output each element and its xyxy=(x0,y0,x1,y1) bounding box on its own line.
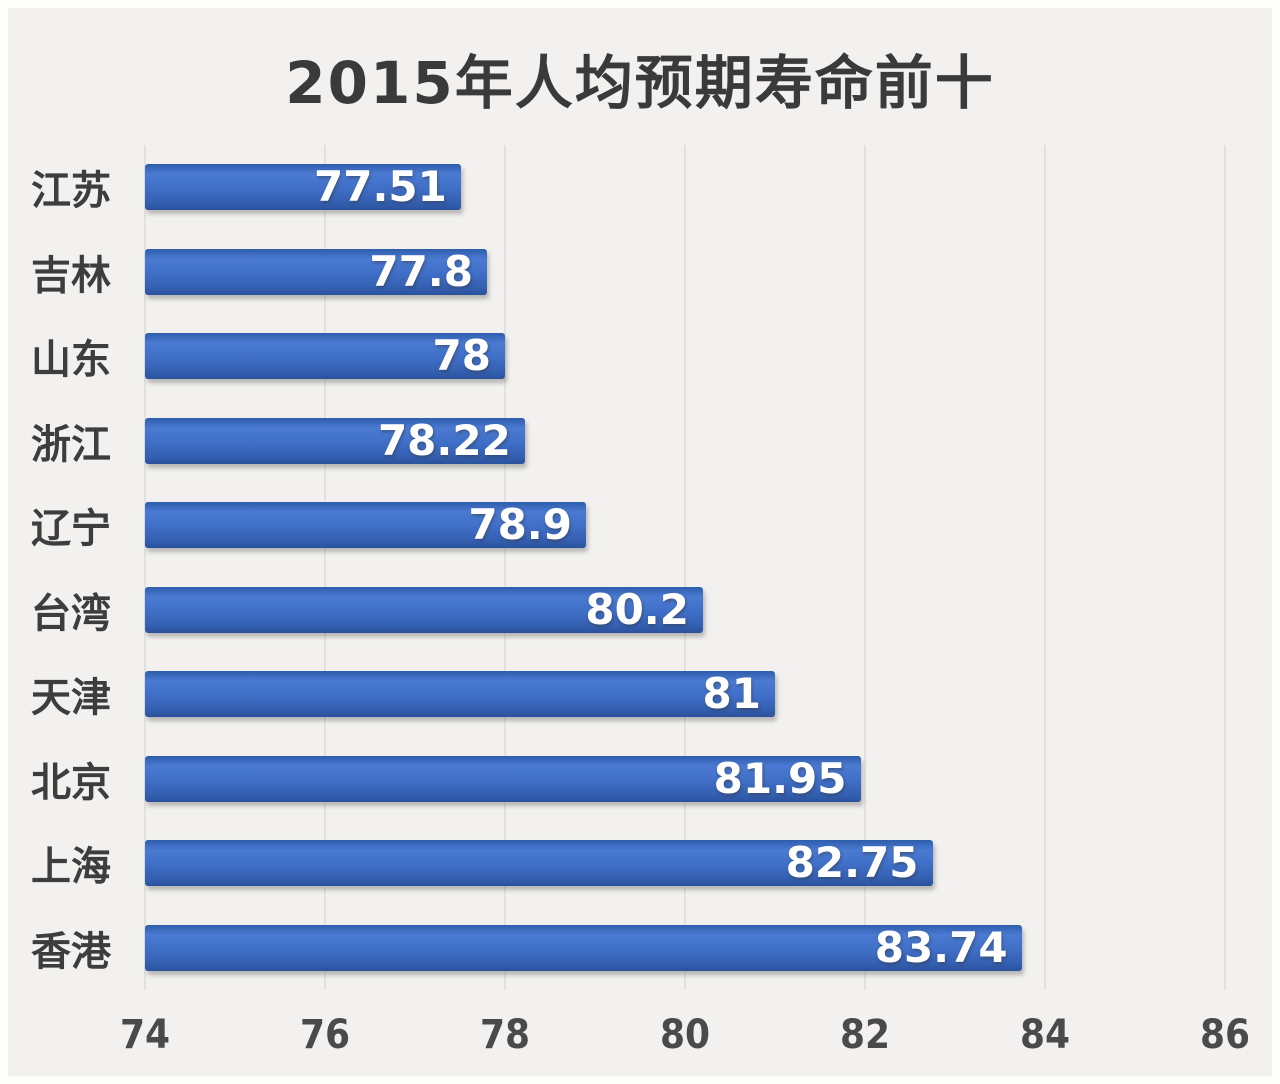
bar-track: 78.9 xyxy=(145,500,1225,550)
bar: 82.75 xyxy=(145,838,933,888)
category-label: 辽宁 xyxy=(31,506,111,553)
chart-title: 2015年人均预期寿命前十 xyxy=(285,49,995,117)
bar: 77.51 xyxy=(145,162,461,212)
bar-track: 77.51 xyxy=(145,162,1225,212)
x-tick-label: 74 xyxy=(119,1012,171,1058)
bar: 78 xyxy=(145,331,505,381)
bar: 83.74 xyxy=(145,922,1022,972)
bar-track: 81.95 xyxy=(145,753,1225,803)
bar-track: 83.74 xyxy=(145,922,1225,972)
value-label: 81 xyxy=(702,669,761,719)
bar-row: 山东 78 xyxy=(8,314,1225,399)
bar-row: 台湾 80.2 xyxy=(8,568,1225,653)
bar-row: 天津 81 xyxy=(8,652,1225,737)
gridline xyxy=(684,145,686,990)
gridline xyxy=(864,145,866,990)
category-label: 吉林 xyxy=(31,252,111,299)
bar-row: 浙江 78.22 xyxy=(8,399,1225,484)
category-label: 上海 xyxy=(31,844,111,891)
bar-row: 上海 82.75 xyxy=(8,821,1225,906)
bar-track: 82.75 xyxy=(145,838,1225,888)
x-tick-label: 82 xyxy=(839,1012,891,1058)
gridlines xyxy=(144,145,1226,990)
bar: 81 xyxy=(145,669,775,719)
category-label: 台湾 xyxy=(31,590,111,637)
bar: 77.8 xyxy=(145,246,487,296)
bar-row: 北京 81.95 xyxy=(8,737,1225,822)
value-label: 77.51 xyxy=(314,162,447,212)
x-tick-label: 84 xyxy=(1019,1012,1071,1058)
gridline xyxy=(144,145,146,990)
category-label: 江苏 xyxy=(31,168,111,215)
chart-canvas: 2015年人均预期寿命前十 江苏 77.51 吉林 77.8 山东 78 浙江 78.22 辽宁… xyxy=(8,8,1272,1076)
bar-track: 81 xyxy=(145,669,1225,719)
value-label: 78 xyxy=(432,331,491,381)
value-label: 78.9 xyxy=(468,500,572,550)
x-tick-label: 80 xyxy=(659,1012,711,1058)
x-tick-label: 86 xyxy=(1199,1012,1251,1058)
bar: 78.9 xyxy=(145,500,586,550)
value-label: 82.75 xyxy=(785,838,919,888)
bar-row: 吉林 77.8 xyxy=(8,230,1225,315)
bar-rows: 江苏 77.51 吉林 77.8 山东 78 浙江 78.22 辽宁 78.9 台湾 80.2 天津 81… xyxy=(8,145,1225,990)
bar-track: 77.8 xyxy=(145,246,1225,296)
bar: 81.95 xyxy=(145,753,861,803)
value-label: 77.8 xyxy=(369,246,473,296)
bar-track: 78 xyxy=(145,331,1225,381)
category-label: 山东 xyxy=(31,337,111,384)
bar: 80.2 xyxy=(145,584,703,634)
bar-track: 78.22 xyxy=(145,415,1225,465)
value-label: 80.2 xyxy=(585,584,689,634)
gridline xyxy=(324,145,326,990)
gridline xyxy=(1044,145,1046,990)
category-label: 天津 xyxy=(31,675,111,722)
gridline xyxy=(504,145,506,990)
category-label: 北京 xyxy=(31,759,111,806)
bar-track: 80.2 xyxy=(145,584,1225,634)
value-label: 81.95 xyxy=(713,753,847,803)
bar: 78.22 xyxy=(145,415,525,465)
gridline xyxy=(1224,145,1226,990)
bar-row: 辽宁 78.9 xyxy=(8,483,1225,568)
x-axis: 74 76 78 80 82 84 86 xyxy=(120,1012,1250,1060)
category-label: 香港 xyxy=(31,928,111,975)
value-label: 78.22 xyxy=(377,415,511,465)
x-tick-label: 76 xyxy=(299,1012,351,1058)
bar-row: 江苏 77.51 xyxy=(8,145,1225,230)
category-label: 浙江 xyxy=(31,421,111,468)
x-tick-label: 78 xyxy=(479,1012,531,1058)
bar-row: 香港 83.74 xyxy=(8,906,1225,991)
value-label: 83.74 xyxy=(874,922,1008,972)
